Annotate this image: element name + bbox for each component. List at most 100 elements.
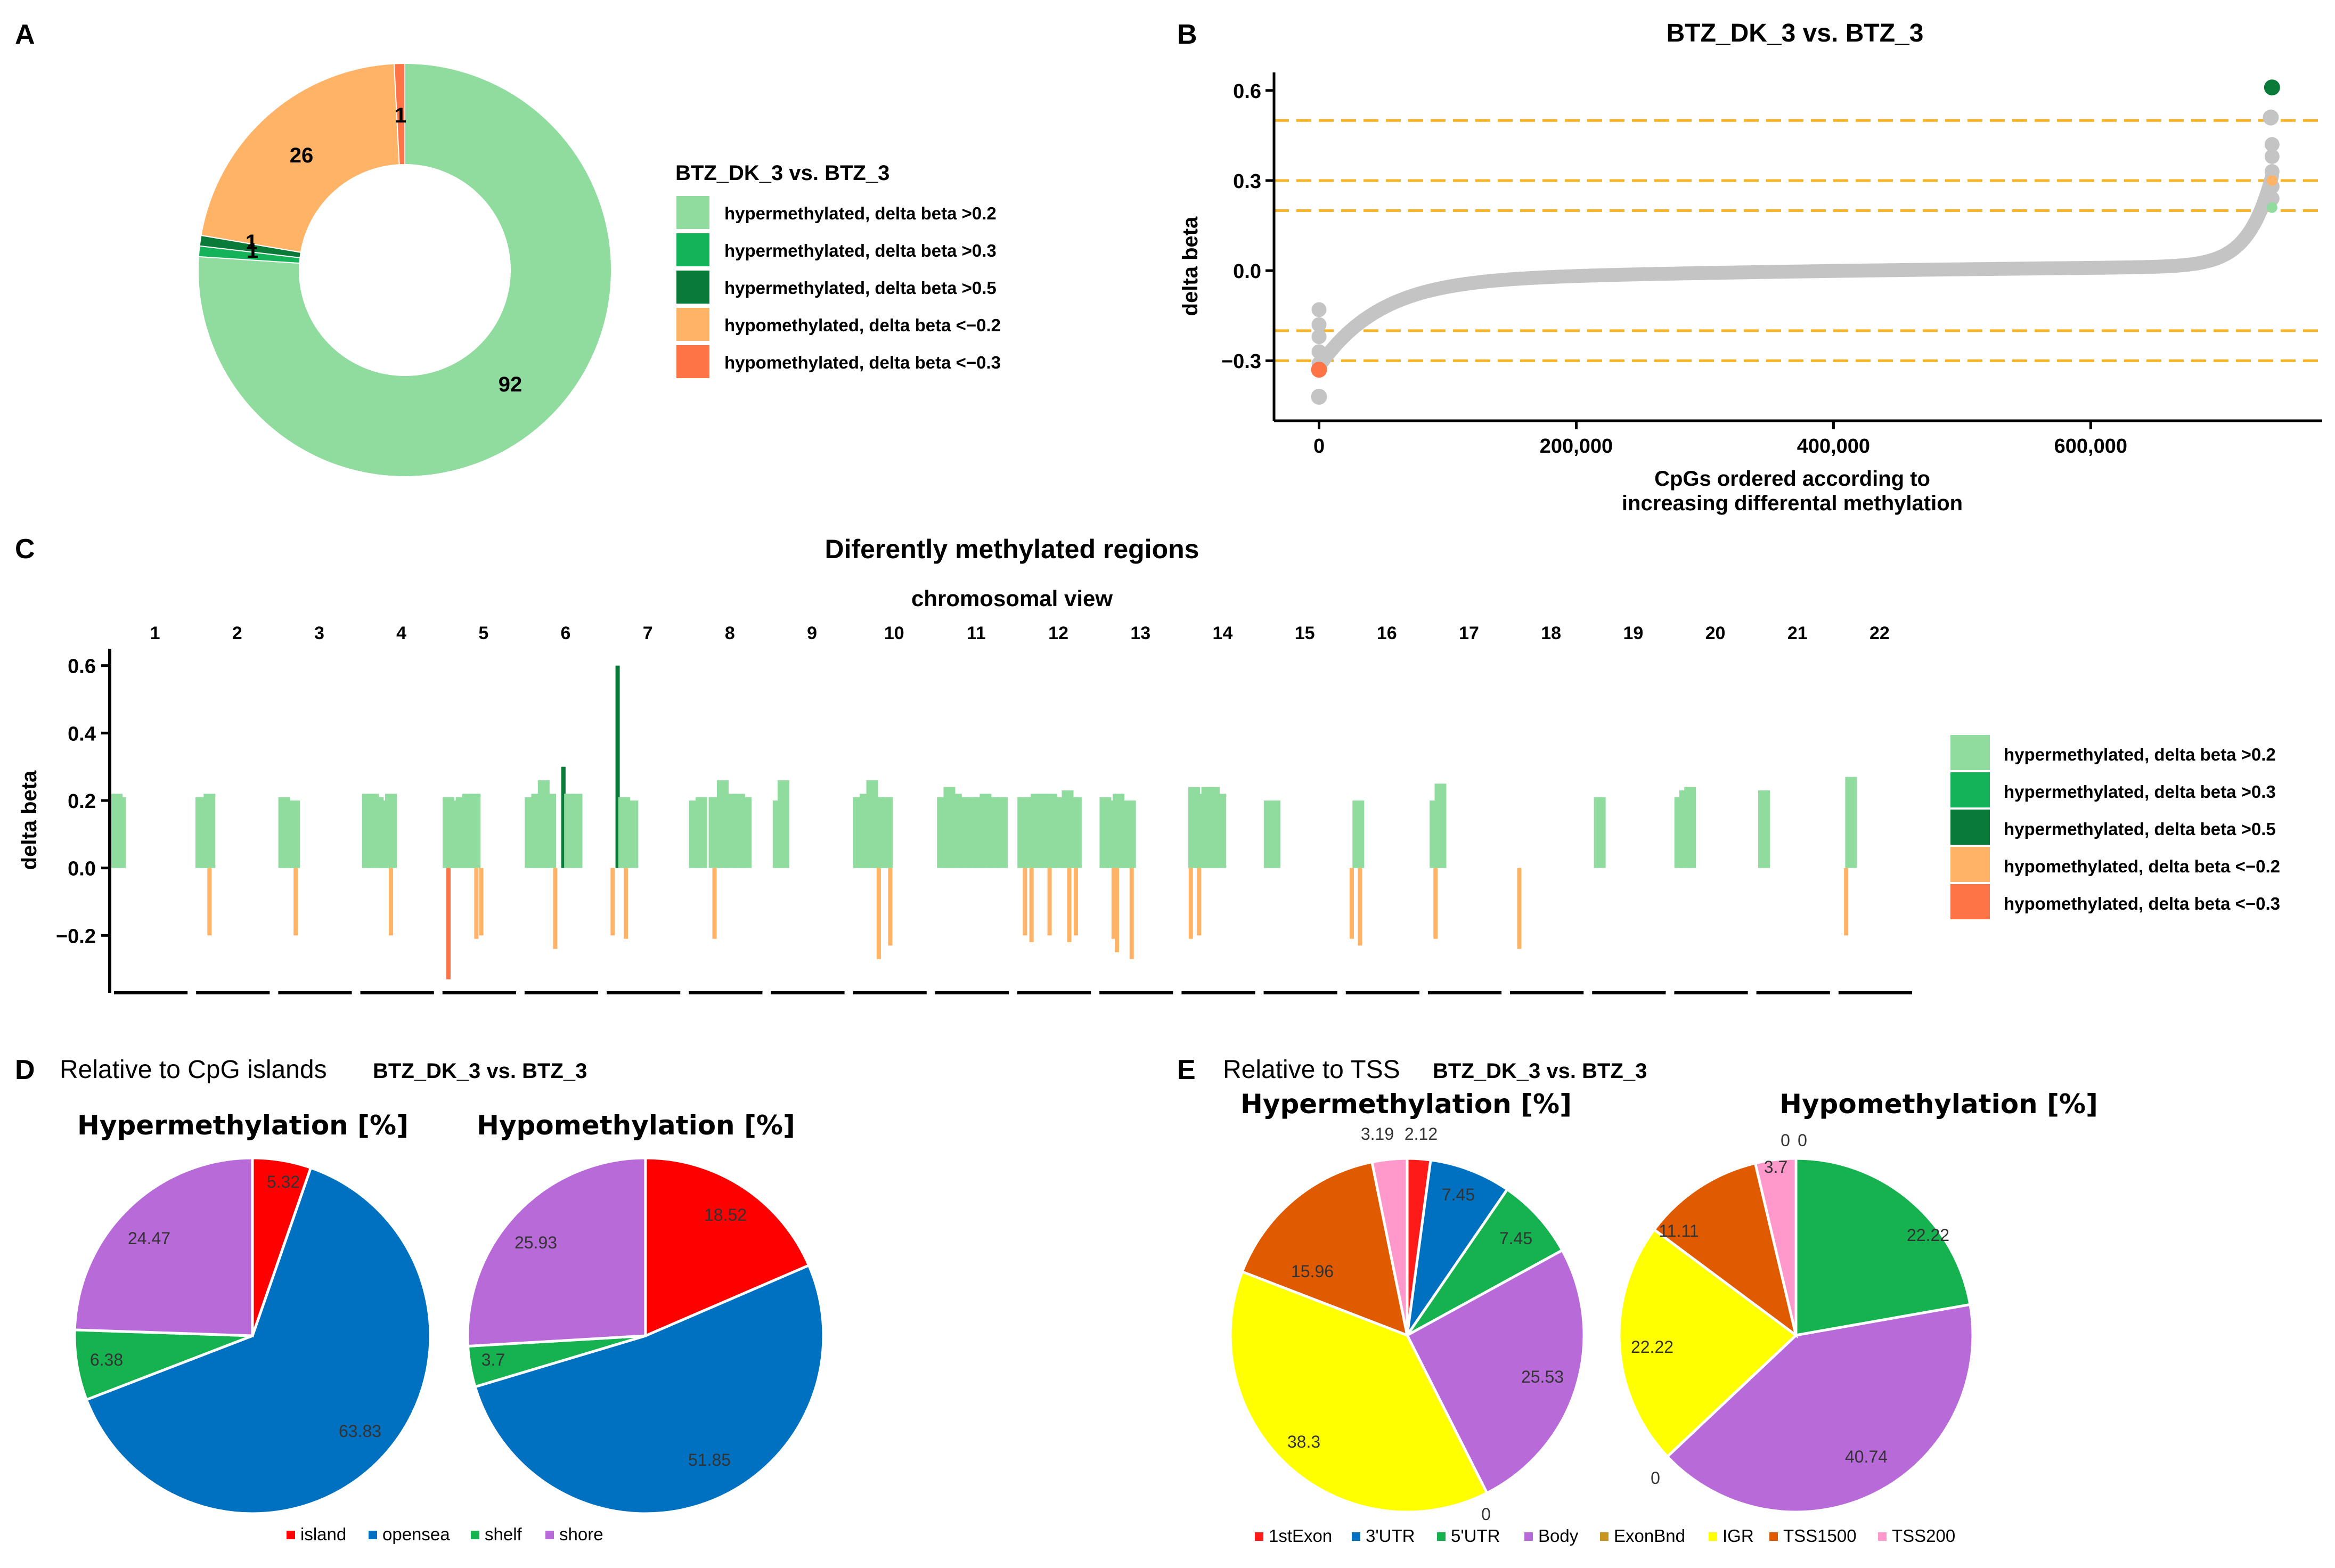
donut-a-label-hypo03: 1 xyxy=(395,104,406,127)
pie-e1-label-5utr: 7.45 xyxy=(1499,1229,1532,1248)
bar-c-bar-8 xyxy=(293,868,298,936)
pieD1-slice-shelf xyxy=(73,1328,253,1402)
pieD1-slice-shore xyxy=(73,1156,254,1337)
bar-c-bar-37 xyxy=(695,797,707,868)
bar-c-subtitle: chromosomal view xyxy=(911,586,1113,611)
pieE1-slice-5utr xyxy=(1406,1187,1564,1337)
bar-c-bar-33 xyxy=(626,801,639,868)
scatter-b-xtick-label-0: 0 xyxy=(1313,435,1325,458)
pie-e1-label-igr: 38.3 xyxy=(1287,1432,1320,1451)
scatter-b-low-point-1 xyxy=(1311,317,1327,332)
bar-c-chr-label-4: 4 xyxy=(396,623,406,643)
panel-label-a: A xyxy=(15,19,35,50)
scatter-b-highlight-point-0 xyxy=(2264,79,2280,96)
legend-a: BTZ_DK_3 vs. BTZ_3 hypermethylated, delt… xyxy=(675,161,1001,378)
pie-d1-label-opensea: 63.83 xyxy=(339,1422,381,1441)
pie-e2-label-body: 40.74 xyxy=(1845,1447,1888,1466)
bar-c-chr-label-18: 18 xyxy=(1541,623,1561,643)
bar-c-bar-20 xyxy=(446,868,451,979)
bar-c-bar-99 xyxy=(1594,797,1606,868)
bar-c-chr-label-16: 16 xyxy=(1377,623,1397,643)
pie-e-legend-swatch-exonbnd xyxy=(1600,1532,1609,1541)
scatter-b-low-point-2 xyxy=(1311,329,1327,345)
pie-e-legend-5utr: 5'UTR xyxy=(1451,1526,1500,1546)
bar-c-bar-105 xyxy=(1844,868,1849,936)
pie-e-legend-swatch-body xyxy=(1524,1532,1533,1541)
pie-e-legend-1stexon: 1stExon xyxy=(1269,1526,1332,1546)
panel-e-title: Relative to TSS xyxy=(1223,1056,1400,1084)
bar-c-bar-42 xyxy=(740,797,752,868)
pieE2-slice-tss200 xyxy=(1753,1157,1798,1336)
legend-a-swatch-hyper05 xyxy=(676,271,709,304)
pie-e1-label-tss1500: 15.96 xyxy=(1291,1262,1334,1281)
pie-d-legend-swatch-opensea xyxy=(369,1531,377,1539)
bar-c-bar-82 xyxy=(1129,868,1134,959)
scatter-b-highlight-point-3 xyxy=(1311,362,1327,378)
pie-d2-label-shelf: 3.7 xyxy=(481,1350,505,1369)
bar-c-bar-73 xyxy=(1067,868,1072,942)
scatter-b-ytick-label-2: 0.3 xyxy=(1233,170,1261,193)
pie-e-legend-tss200: TSS200 xyxy=(1892,1526,1955,1546)
bar-c-chr-label-10: 10 xyxy=(884,623,904,643)
pieE1-slice-3utr xyxy=(1406,1158,1509,1336)
scatter-b-xlabel-line2: increasing differental methylation xyxy=(1622,492,1963,515)
bar-c-bar-3 xyxy=(203,794,216,868)
bar-c-bar-4 xyxy=(207,868,212,936)
pie-chart-d1 xyxy=(73,1156,432,1515)
pie-e-legend-swatch-igr xyxy=(1709,1532,1717,1541)
scatter-b-low-point-0 xyxy=(1311,302,1327,317)
legend-c-item-hyper02: hypermethylated, delta beta >0.2 xyxy=(2004,745,2276,764)
pieE1-slice-tss200 xyxy=(1370,1157,1409,1336)
bar-c-plot: 1 2 3 4 5 6 7 8 9 10 11 12 13 14 15 16 17 18 19 20 21 22−0.20… xyxy=(56,623,1912,994)
bar-c-chr-label-13: 13 xyxy=(1130,623,1150,643)
scatter-b-high-point-4 xyxy=(2264,137,2280,152)
scatter-b-low-point-3 xyxy=(1311,344,1327,360)
donutA-slice-hypo03 xyxy=(393,62,405,166)
legend-a-swatch-hyper03 xyxy=(676,233,709,266)
pie-e1-label-1stexon: 2.12 xyxy=(1405,1124,1438,1144)
bar-c-ytick-label-4: 0.6 xyxy=(68,656,96,678)
bar-c-bar-22 xyxy=(479,868,484,936)
pie-d-legend-swatch-shelf xyxy=(471,1531,479,1539)
donut-a-label-hypo02: 26 xyxy=(290,144,314,167)
pie-e1-label-exonbnd: 0 xyxy=(1481,1505,1491,1524)
pieE2-slice-tss1500 xyxy=(1652,1161,1799,1339)
scatter-b-xlabel-line1: CpGs ordered according to xyxy=(1654,467,1930,491)
bar-c-chr-label-5: 5 xyxy=(478,623,488,643)
bar-c-chr-label-22: 22 xyxy=(1869,623,1890,643)
scatter-b-ylabel: delta beta xyxy=(1179,216,1202,316)
pie-d1-label-shore: 24.47 xyxy=(128,1229,170,1248)
pie-d1-title: Hypermethylation [%] xyxy=(77,1110,409,1141)
bar-c-bar-50 xyxy=(881,797,893,868)
pie-chart-e1 xyxy=(1229,1157,1586,1514)
bar-c-bar-21 xyxy=(474,868,479,939)
bar-c-bar-30 xyxy=(553,868,558,949)
bar-c-bar-98 xyxy=(1517,868,1522,949)
pieD1-slice-opensea xyxy=(85,1166,432,1515)
legend-a-item-hyper05: hypermethylated, delta beta >0.5 xyxy=(724,278,997,298)
bar-c-ytick-label-3: 0.4 xyxy=(68,723,96,745)
bar-c-bar-92 xyxy=(1352,801,1365,868)
bar-c-bar-80 xyxy=(1111,868,1116,939)
bar-c-chr-label-19: 19 xyxy=(1623,623,1643,643)
pie-d-legend-opensea: opensea xyxy=(382,1524,450,1544)
bar-c-bar-89 xyxy=(1197,868,1202,936)
pieE2-slice-igr xyxy=(1618,1228,1798,1459)
panel-e-subtitle: BTZ_DK_3 vs. BTZ_3 xyxy=(1433,1059,1647,1083)
bar-c-bar-52 xyxy=(888,868,893,946)
pie-e-legend-swatch-1stexon xyxy=(1255,1532,1263,1541)
pie-e-legend-swatch-tss200 xyxy=(1878,1532,1887,1541)
scatter-b-high-point-2 xyxy=(2264,164,2280,179)
pie-e-legend-igr: IGR xyxy=(1722,1526,1754,1546)
pie-e2-label-3utr: 0 xyxy=(1781,1131,1790,1150)
legend-a-swatch-hypo02 xyxy=(676,308,709,341)
bar-c-bar-45 xyxy=(778,780,790,868)
bar-c-chr-label-14: 14 xyxy=(1213,623,1233,643)
bar-c-bar-88 xyxy=(1188,868,1193,939)
legend-c-swatch-hyper05 xyxy=(1950,810,1990,845)
pie-d-legend: island opensea shelf shore xyxy=(287,1524,603,1544)
donut-a-labels: 92 1 1 26 1 xyxy=(246,104,522,396)
scatter-b-highlight-point-2 xyxy=(1311,388,1327,405)
pie-e2-title: Hypomethylation [%] xyxy=(1779,1089,2098,1120)
scatter-b-xtick-label-3: 600,000 xyxy=(2054,435,2127,458)
